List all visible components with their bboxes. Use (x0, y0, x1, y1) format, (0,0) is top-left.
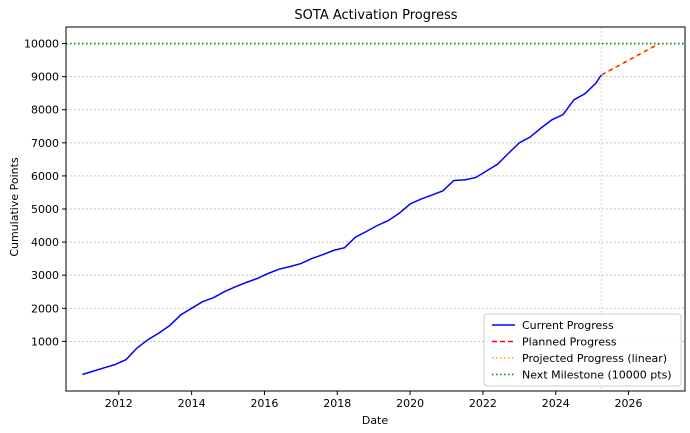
y-tick-label: 6000 (31, 170, 59, 183)
legend-label: Projected Progress (linear) (522, 352, 667, 365)
x-tick-label: 2014 (178, 397, 206, 410)
y-tick-label: 10000 (24, 38, 59, 51)
x-axis-label: Date (362, 414, 389, 427)
x-tick-label: 2024 (542, 397, 570, 410)
series-line-2 (600, 42, 660, 76)
y-tick-label: 4000 (31, 236, 59, 249)
legend-label: Planned Progress (522, 336, 617, 349)
x-tick-label: 2012 (105, 397, 133, 410)
y-tick-label: 3000 (31, 269, 59, 282)
x-tick-label: 2016 (250, 397, 278, 410)
y-tick-label: 8000 (31, 104, 59, 117)
x-tick-label: 2022 (469, 397, 497, 410)
series-line-0 (82, 74, 602, 376)
plot-area: 1000 2000 3000 4000 5000 6000 7000 8000 9000 1000… (24, 26, 686, 410)
x-tick-label: 2026 (615, 397, 643, 410)
y-tick-label: 9000 (31, 71, 59, 84)
x-tick-label: 2020 (396, 397, 424, 410)
legend-box (483, 313, 682, 387)
y-tick-label: 2000 (31, 302, 59, 315)
x-tick-label: 2018 (323, 397, 351, 410)
y-tick-label: 1000 (31, 335, 59, 348)
y-tick-label: 5000 (31, 203, 59, 216)
chart-title: SOTA Activation Progress (294, 8, 457, 23)
legend: Current Progress Planned Progress Projecte… (483, 313, 682, 387)
y-tick-label: 7000 (31, 137, 59, 150)
legend-label: Current Progress (522, 319, 614, 332)
legend-label: Next Milestone (10000 pts) (522, 369, 672, 382)
y-axis-label: Cumulative Points (8, 157, 21, 257)
